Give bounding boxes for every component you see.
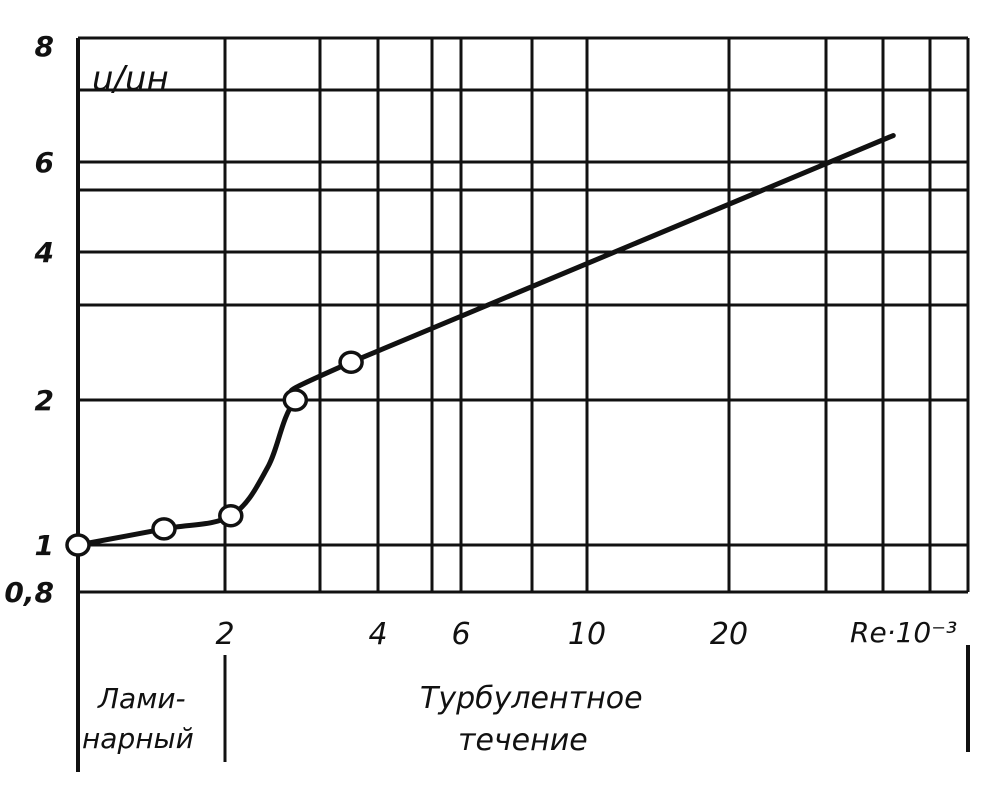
data-point	[65, 533, 91, 557]
region-turbulent-line2: течение	[458, 723, 588, 758]
y-tick-label: 2	[35, 384, 54, 417]
y-axis-label: u/uн	[92, 59, 169, 99]
x-tick-label: 4	[368, 617, 387, 652]
data-curve	[75, 133, 896, 548]
region-laminar-line2: нарный	[82, 722, 194, 755]
data-point	[151, 517, 177, 541]
x-tick-label: 6	[451, 617, 470, 652]
y-tick-label: 1	[35, 529, 54, 562]
grid	[76, 36, 970, 594]
data-point	[338, 350, 364, 374]
data-point	[282, 388, 309, 412]
y-tick-label: 6	[35, 146, 54, 179]
y-tick-label: 8	[35, 30, 54, 63]
curve-layer	[75, 133, 896, 548]
markers	[65, 350, 364, 557]
y-tick-label: 0,8	[4, 576, 54, 609]
region-laminar-line1: Лами-	[97, 682, 186, 715]
x-tick-label: 2	[215, 617, 234, 652]
x-tick-label: 10	[568, 617, 606, 652]
x-axis-label: Re·10⁻³	[850, 616, 957, 649]
tick-labels: 2 4 6 10 20 8 6 4 2 1 0,8	[4, 30, 748, 652]
y-tick-label: 4	[34, 236, 54, 269]
region-turbulent-line1: Турбулентное	[420, 681, 643, 716]
x-tick-label: 20	[710, 617, 748, 652]
data-point	[218, 504, 244, 528]
